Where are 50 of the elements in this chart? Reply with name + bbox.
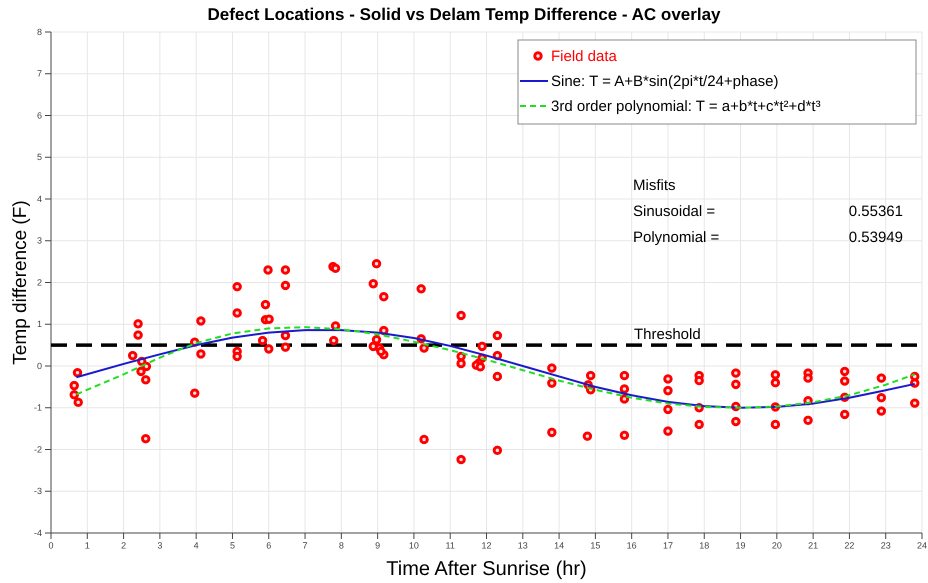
- legend-label: 3rd order polynomial: T = a+b*t+c*t²+d*t³: [551, 98, 821, 115]
- annotation: 0.55361: [848, 203, 903, 220]
- x-tick-label: 24: [916, 540, 928, 550]
- x-tick-label: 21: [808, 540, 818, 550]
- y-tick-label: -3: [34, 486, 42, 496]
- x-tick-label: 0: [48, 540, 54, 550]
- y-tick-label: 4: [36, 194, 42, 204]
- chart-title: Defect Locations - Solid vs Delam Temp Difference - AC overlay: [208, 5, 722, 24]
- y-axis-title: Temp difference (F): [10, 200, 31, 365]
- annotation: 0.53949: [848, 229, 903, 246]
- y-tick-label: 8: [36, 26, 42, 37]
- legend-label: Field data: [551, 48, 618, 65]
- y-tick-label: 1: [36, 319, 42, 330]
- x-tick-label: 12: [481, 540, 492, 550]
- x-tick-label: 4: [194, 540, 199, 550]
- x-tick-label: 2: [121, 540, 126, 550]
- x-tick-label: 23: [880, 540, 891, 550]
- x-tick-label: 1: [84, 540, 90, 550]
- x-tick-label: 15: [590, 540, 600, 550]
- x-tick-label: 13: [518, 540, 528, 550]
- legend-label: Sine: T = A+B*sin(2pi*t/24+phase): [551, 73, 779, 90]
- x-tick-label: 7: [302, 540, 308, 550]
- y-tick-label: -1: [34, 402, 42, 413]
- x-tick-label: 9: [375, 540, 380, 550]
- y-tick-label: 5: [36, 152, 42, 162]
- annotation: Polynomial =: [633, 229, 720, 246]
- x-tick-label: 22: [844, 540, 854, 550]
- y-tick-label: 7: [36, 68, 42, 79]
- x-axis-title: Time After Sunrise (hr): [386, 558, 587, 580]
- x-tick-label: 11: [446, 540, 455, 550]
- x-tick-label: 8: [338, 540, 344, 550]
- y-tick-label: 3: [36, 236, 42, 246]
- y-tick-label: -4: [34, 528, 42, 538]
- annotation: Misfits: [633, 177, 676, 194]
- x-tick-label: 17: [662, 540, 673, 550]
- annotation: Sinusoidal =: [633, 203, 716, 220]
- x-tick-label: 3: [157, 540, 162, 550]
- x-tick-label: 16: [626, 540, 637, 550]
- x-tick-label: 20: [772, 540, 782, 550]
- x-tick-label: 14: [554, 540, 564, 550]
- x-tick-label: 18: [699, 540, 710, 550]
- y-tick-label: 0: [36, 360, 42, 371]
- x-tick-label: 6: [266, 540, 272, 550]
- y-tick-label: -2: [34, 444, 42, 454]
- y-tick-label: 6: [36, 110, 42, 120]
- y-tick-label: 2: [36, 277, 42, 288]
- x-tick-label: 10: [408, 540, 419, 550]
- x-tick-label: 5: [230, 540, 235, 550]
- ref-line-label: Threshold: [634, 326, 701, 344]
- x-tick-label: 19: [736, 540, 746, 550]
